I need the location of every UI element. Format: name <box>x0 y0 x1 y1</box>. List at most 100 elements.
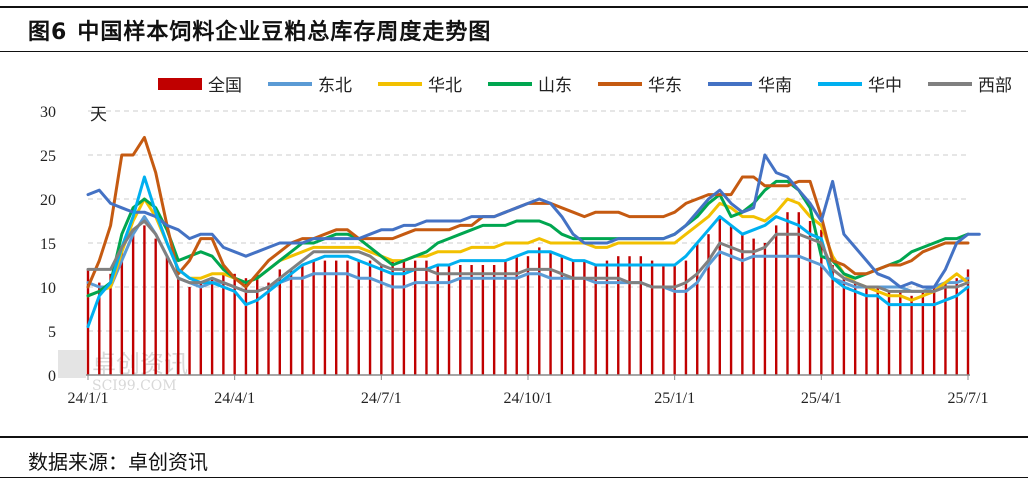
bar-national <box>808 221 812 375</box>
series-line-华中 <box>86 175 970 329</box>
bar-national <box>763 243 767 375</box>
bar-national <box>380 265 383 375</box>
legend-label: 华中 <box>868 76 902 96</box>
bar-national <box>526 256 530 375</box>
bar-national <box>560 256 564 375</box>
bar-national <box>109 273 112 375</box>
bar-national <box>256 273 259 375</box>
bars-national <box>86 212 970 375</box>
bar-national <box>966 269 970 375</box>
x-tick-label: 25/4/1 <box>801 390 842 407</box>
bar-national <box>696 243 699 375</box>
bar-national <box>921 291 925 375</box>
bar-national <box>775 225 778 375</box>
bar-national <box>752 238 755 375</box>
legend-label: 全国 <box>208 76 242 96</box>
y-tick-label: 10 <box>40 280 56 297</box>
bar-national <box>267 282 270 375</box>
bar-national <box>944 282 947 375</box>
bar-national <box>910 295 913 375</box>
legend-label: 山东 <box>538 76 572 96</box>
bar-national <box>143 225 146 375</box>
bar-national <box>831 265 834 375</box>
bar-national <box>402 260 406 375</box>
bar-national <box>605 260 609 375</box>
data-source: 数据来源：卓创资讯 <box>28 450 208 474</box>
y-tick-label: 25 <box>40 148 56 165</box>
figure-number: 图6 <box>28 20 68 45</box>
x-tick-label: 25/7/1 <box>948 390 989 407</box>
bar-national <box>120 251 124 375</box>
y-tick-label: 0 <box>48 368 56 385</box>
series-lines <box>86 135 981 329</box>
x-tick-label: 25/1/1 <box>654 390 695 407</box>
watermark: 卓创资讯 SCI99.COM <box>58 350 188 394</box>
legend-label: 华北 <box>428 76 462 96</box>
bar-national <box>571 260 575 375</box>
legend-label: 华东 <box>648 76 682 96</box>
legend: 全国 东北 华北 山东 华东 华南 华中 西部 <box>158 76 1012 96</box>
bar-national <box>650 260 654 375</box>
bar-national <box>188 287 191 375</box>
bar-national <box>301 265 304 375</box>
bar-national <box>210 278 214 375</box>
bar-national <box>899 291 902 375</box>
legend-label: 华南 <box>758 76 792 96</box>
bar-national <box>741 234 744 375</box>
bar-national <box>617 256 620 375</box>
bar-national <box>639 256 643 375</box>
axes: 0 5 10 15 20 25 30 24/1/1 24/4/1 24/7/1 24/10/1 25/… <box>40 104 988 407</box>
bar-national <box>932 287 936 375</box>
bar-national <box>549 251 552 375</box>
bar-national <box>391 260 394 375</box>
bar-national <box>335 260 338 375</box>
bar-national <box>718 216 721 375</box>
watermark-url: SCI99.COM <box>92 378 177 394</box>
bar-national <box>368 260 372 375</box>
y-tick-label: 5 <box>48 324 56 341</box>
bar-national <box>346 260 349 375</box>
bar-national <box>312 260 315 375</box>
bar-national <box>729 225 733 375</box>
bar-national <box>628 256 631 375</box>
bar-national <box>413 260 417 375</box>
x-tick-label: 24/1/1 <box>68 390 109 407</box>
x-tick-label: 24/7/1 <box>361 390 402 407</box>
bar-national <box>278 269 281 375</box>
bar-national <box>876 287 879 375</box>
bar-national <box>289 269 293 375</box>
bar-national <box>797 212 800 375</box>
bar-national <box>538 247 541 375</box>
bar-national <box>786 212 789 375</box>
bar-national <box>177 278 180 375</box>
bar-national <box>707 234 710 375</box>
bar-national <box>594 265 597 375</box>
bar-national <box>481 265 485 375</box>
bar-national <box>199 282 203 375</box>
figure-title-text: 中国样本饲料企业豆粕总库存周度走势图 <box>77 20 492 45</box>
y-tick-label: 30 <box>40 104 56 121</box>
watermark-logo <box>58 350 86 378</box>
bar-national <box>436 265 439 375</box>
bar-national <box>853 282 857 375</box>
bar-national <box>842 278 846 375</box>
bar-national <box>86 269 90 375</box>
bar-national <box>583 260 586 375</box>
bar-national <box>470 265 473 375</box>
bar-national <box>323 260 327 375</box>
inventory-chart: 卓创资讯 SCI99.COM 0 5 10 15 20 25 30 24/1/1 24/4/1 2… <box>40 76 1012 407</box>
bar-national <box>233 273 236 375</box>
series-line-西部 <box>86 219 970 293</box>
bar-national <box>865 287 868 375</box>
bar-national <box>222 273 225 375</box>
bar-national <box>357 260 360 375</box>
top-rule <box>0 6 1028 8</box>
bar-national <box>955 278 958 375</box>
bar-national <box>98 282 101 375</box>
watermark-text: 卓创资讯 <box>92 350 188 378</box>
x-tick-label: 24/10/1 <box>504 390 553 407</box>
unit-label: 天 <box>90 105 107 125</box>
bar-national <box>887 291 891 375</box>
y-tick-label: 15 <box>40 236 56 253</box>
legend-label: 西部 <box>978 76 1012 96</box>
